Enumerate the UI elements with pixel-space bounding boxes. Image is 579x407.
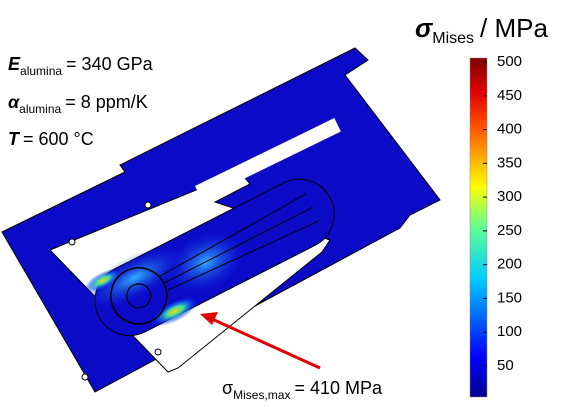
tick-label: 450: [497, 87, 522, 104]
annotation: T= 600 °C: [8, 129, 94, 149]
symbol: T: [8, 129, 21, 149]
figure: Ealumina= 340 GPa αalumina= 8 ppm/K T= 6…: [0, 0, 579, 407]
subscript: alumina: [19, 102, 61, 116]
callout-arrow: [212, 319, 320, 368]
tick-label: 200: [497, 256, 522, 273]
symbol: σ: [415, 13, 434, 43]
text: = 8 ppm/K: [65, 92, 148, 112]
subscript: Mises,max: [233, 388, 290, 402]
tick-label: 350: [497, 154, 522, 171]
callout: σMises,max = 410 MPa: [222, 378, 383, 402]
annotation: Ealumina= 340 GPa: [8, 54, 154, 78]
tick-label: 150: [497, 289, 522, 306]
colorbar-ticks: 50 100 150 200 250 300 350 400 450 500: [483, 53, 522, 374]
text: = 340 GPa: [66, 54, 154, 74]
annotation: αalumina= 8 ppm/K: [8, 92, 148, 116]
tick-label: 250: [497, 222, 522, 239]
unit: / MPa: [480, 13, 548, 43]
colorbar: [470, 58, 487, 397]
subscript: alumina: [20, 64, 62, 78]
tick-label: 300: [497, 188, 522, 205]
symbol: σ: [222, 378, 233, 398]
tick-label: 500: [497, 53, 522, 70]
tick-label: 100: [497, 323, 522, 340]
tick-label: 50: [497, 357, 514, 374]
text: = 410 MPa: [294, 378, 383, 398]
tick-label: 400: [497, 121, 522, 138]
subscript: Mises: [432, 30, 474, 47]
text: = 600 °C: [23, 129, 94, 149]
colorbar-title: σMises / MPa: [415, 13, 548, 47]
